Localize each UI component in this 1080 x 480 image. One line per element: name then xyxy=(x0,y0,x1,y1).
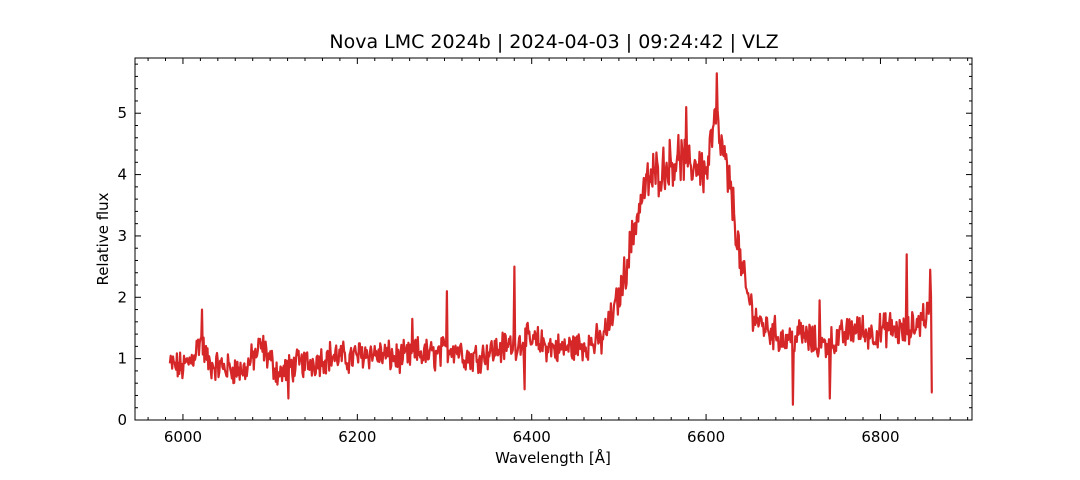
x-axis-label: Wavelength [Å] xyxy=(495,448,611,467)
y-tick-label: 2 xyxy=(117,288,127,306)
plot-frame xyxy=(134,57,973,421)
y-axis-label: Relative flux xyxy=(94,192,112,285)
y-tick-label: 1 xyxy=(117,350,127,368)
x-tick-label: 6600 xyxy=(687,428,725,446)
axis-ticks: 6000 6200 6400 6600 6800 0 1 2 3 4 5 xyxy=(117,58,972,446)
y-tick-label: 3 xyxy=(117,227,127,245)
series-line xyxy=(168,72,933,406)
y-tick-label: 5 xyxy=(117,104,127,122)
y-tick-label: 0 xyxy=(117,411,127,429)
x-tick-label: 6800 xyxy=(861,428,899,446)
y-tick-label: 4 xyxy=(117,166,127,184)
x-tick-label: 6200 xyxy=(338,428,376,446)
x-tick-label: 6000 xyxy=(164,428,202,446)
series-layer xyxy=(168,72,933,406)
chart-title: Nova LMC 2024b | 2024-04-03 | 09:24:42 |… xyxy=(329,31,778,53)
x-tick-label: 6400 xyxy=(513,428,551,446)
